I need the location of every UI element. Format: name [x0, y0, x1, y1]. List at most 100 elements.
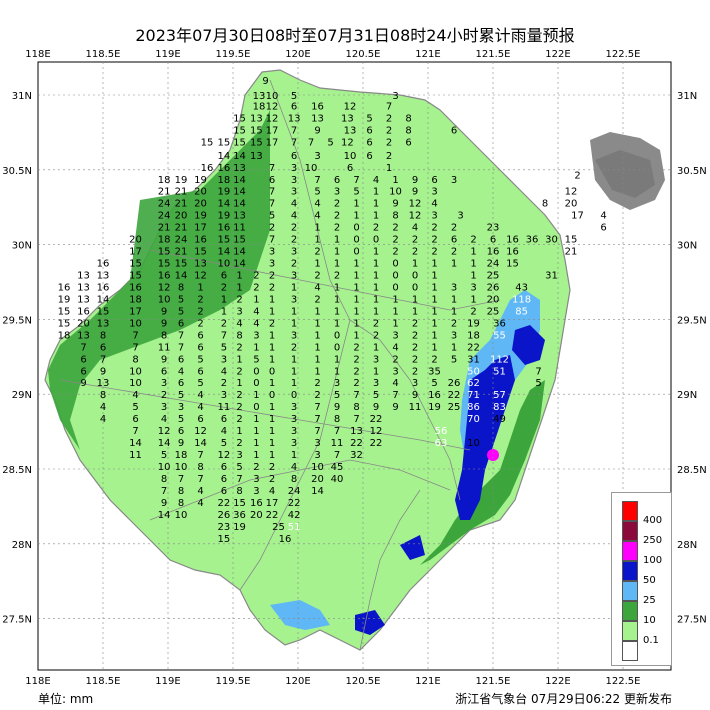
station-value: 22: [448, 390, 461, 401]
station-value: 1: [470, 271, 476, 282]
station-value: 1: [253, 414, 259, 425]
station-value: 1: [334, 235, 340, 246]
station-value: 62: [467, 378, 480, 389]
station-value: 1: [334, 366, 340, 377]
station-value: 2: [334, 223, 340, 234]
station-value: 1: [314, 223, 320, 234]
station-value: 83: [493, 402, 506, 413]
station-value: 12: [344, 101, 357, 112]
legend-swatch: [622, 581, 638, 601]
station-value: 9: [161, 306, 167, 317]
lon-tick-label: 122E: [545, 49, 570, 60]
station-value: 2: [269, 271, 275, 282]
station-value: 2: [334, 211, 340, 222]
legend-swatch: [622, 501, 638, 521]
station-value: 7: [314, 426, 320, 437]
station-value: 4: [236, 318, 242, 329]
station-value: 7: [308, 137, 314, 148]
station-value: 2: [451, 223, 457, 234]
station-value: 12: [409, 211, 422, 222]
legend-label: 0.1: [643, 635, 659, 646]
station-value: 12: [266, 101, 279, 112]
station-value: 11: [233, 223, 246, 234]
station-value: 20: [250, 510, 263, 521]
station-value: 2: [470, 306, 476, 317]
station-value: 0: [373, 235, 379, 246]
station-value: 3: [161, 402, 167, 413]
station-value: 9: [100, 366, 106, 377]
station-value: 2: [373, 318, 379, 329]
station-value: 1: [431, 342, 437, 353]
station-value: 15: [233, 235, 246, 246]
station-value: 5: [334, 390, 340, 401]
station-value: 13: [288, 113, 301, 124]
station-value: 4: [253, 318, 259, 329]
station-value: 16: [428, 390, 441, 401]
station-value: 2: [197, 306, 203, 317]
station-value: 1: [353, 259, 359, 270]
station-value: 12: [409, 199, 422, 210]
station-value: 2: [291, 259, 297, 270]
station-value: 4: [132, 390, 138, 401]
station-value: 7: [334, 450, 340, 461]
station-value: 4: [291, 211, 297, 222]
station-value: 36: [493, 318, 506, 329]
station-value: 2: [334, 271, 340, 282]
station-value: 1: [197, 282, 203, 293]
station-value: 15: [506, 259, 519, 270]
station-value: 5: [178, 390, 184, 401]
station-value: 1: [373, 282, 379, 293]
station-value: 1: [314, 259, 320, 270]
station-value: 22: [288, 498, 301, 509]
station-value: 18: [158, 235, 171, 246]
station-value: 5: [327, 137, 333, 148]
station-value: 5: [221, 342, 227, 353]
station-value: 19: [467, 318, 480, 329]
lon-tick-label: 121.5E: [476, 49, 511, 60]
station-value: 2: [221, 282, 227, 293]
station-value: 10: [467, 438, 480, 449]
station-value: 16: [218, 163, 231, 174]
station-value: 4: [412, 223, 418, 234]
station-value: 7: [386, 101, 392, 112]
station-value: 9: [161, 354, 167, 365]
lon-tick-label: 122E: [545, 676, 570, 687]
station-value: 17: [194, 223, 207, 234]
legend-label: 250: [643, 535, 663, 546]
station-value: 2: [236, 414, 242, 425]
legend-label: 100: [643, 555, 663, 566]
station-value: 1: [412, 259, 418, 270]
station-value: 8: [178, 498, 184, 509]
station-value: 4: [197, 498, 203, 509]
lat-tick-label: 28.5N: [677, 465, 707, 476]
station-value: 118: [512, 294, 531, 305]
station-value: 1: [253, 390, 259, 401]
station-value: 7: [178, 330, 184, 341]
station-value: 9: [373, 402, 379, 413]
station-value: 2: [431, 223, 437, 234]
station-value: 22: [350, 438, 363, 449]
station-value: 14: [233, 247, 246, 258]
station-value: 1: [451, 294, 457, 305]
station-value: 18: [218, 175, 231, 186]
station-value: 11: [331, 438, 344, 449]
station-value: 6: [197, 330, 203, 341]
station-value: 2: [412, 342, 418, 353]
station-value: 8: [236, 486, 242, 497]
station-value: 12: [266, 113, 279, 124]
station-value: 18: [175, 450, 188, 461]
station-value: 11: [158, 342, 171, 353]
station-value: 2: [314, 294, 320, 305]
station-value: 2: [314, 247, 320, 258]
station-value: 2: [412, 247, 418, 258]
station-value: 1: [334, 354, 340, 365]
lat-tick-label: 27.5N: [677, 615, 707, 626]
station-value: 2: [314, 378, 320, 389]
station-value: 3: [392, 366, 398, 377]
station-value: 0: [412, 282, 418, 293]
station-value: 2: [431, 354, 437, 365]
station-value: 3: [373, 354, 379, 365]
station-value: 13: [344, 125, 357, 136]
station-value: 2: [334, 199, 340, 210]
station-value: 14: [194, 438, 207, 449]
